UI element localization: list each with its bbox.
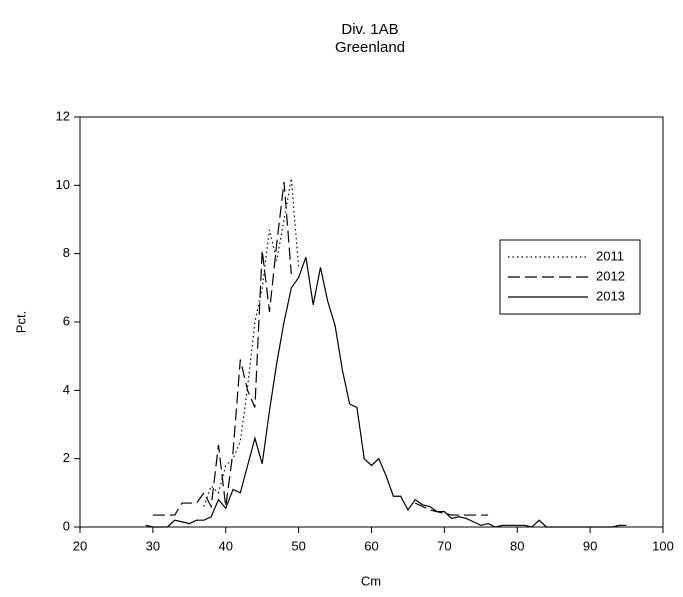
x-tick-label: 30 (146, 538, 160, 553)
x-tick-label: 90 (583, 538, 597, 553)
chart-subtitle: Greenland (335, 39, 405, 56)
series-line (145, 256, 627, 528)
legend-label: 2011 (596, 248, 624, 263)
x-tick-label: 60 (364, 538, 378, 553)
y-tick-label: 0 (63, 518, 70, 533)
y-tick-label: 10 (56, 177, 70, 192)
x-tick-label: 40 (219, 538, 233, 553)
legend-label: 2013 (596, 288, 625, 303)
y-tick-label: 12 (56, 108, 70, 123)
y-tick-label: 2 (63, 450, 70, 465)
y-tick-label: 4 (63, 382, 70, 397)
y-axis-label: Pct. (13, 311, 28, 333)
y-tick-label: 6 (63, 313, 70, 328)
x-tick-label: 20 (73, 538, 87, 553)
chart-title: Div. 1AB (341, 21, 398, 38)
series-line (203, 178, 300, 507)
x-axis-label: Cm (361, 573, 381, 588)
x-tick-label: 100 (652, 538, 674, 553)
x-tick-label: 80 (510, 538, 524, 553)
y-tick-label: 8 (63, 245, 70, 260)
x-tick-label: 70 (437, 538, 451, 553)
series-line (152, 181, 489, 516)
legend-label: 2012 (596, 268, 625, 283)
x-tick-label: 50 (291, 538, 305, 553)
